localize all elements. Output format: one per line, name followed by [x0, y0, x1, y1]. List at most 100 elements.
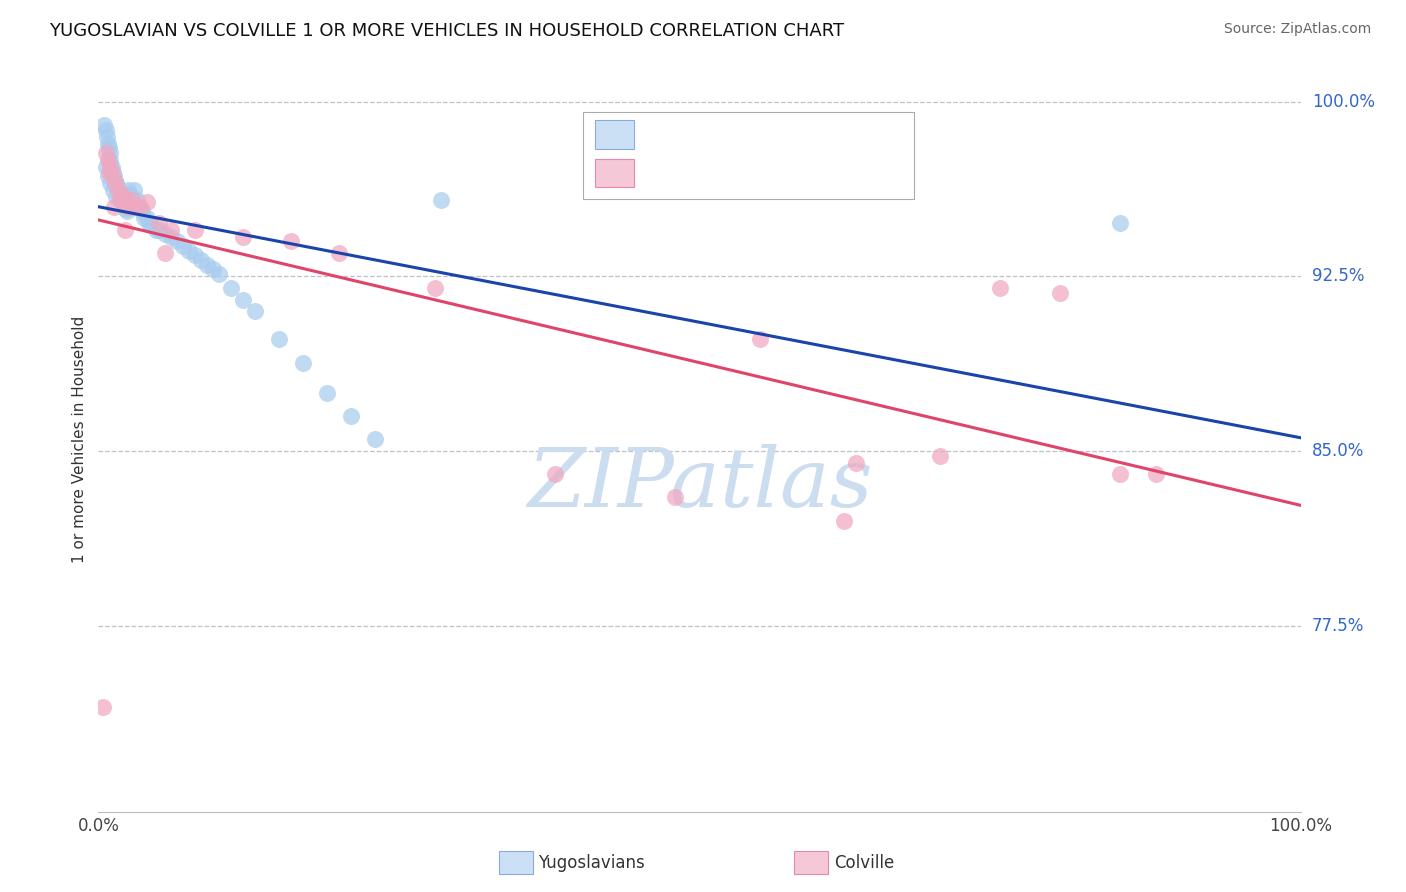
Point	[430, 193, 453, 207]
Point	[94, 160, 117, 174]
Point	[148, 223, 170, 237]
Point	[832, 514, 855, 528]
Point	[340, 409, 363, 423]
Point	[232, 293, 254, 307]
Text: R =  0.299   N = 60: R = 0.299 N = 60	[643, 126, 818, 144]
Point	[291, 355, 314, 369]
Point	[108, 193, 131, 207]
Point	[195, 258, 218, 272]
Point	[267, 332, 290, 346]
Point	[138, 216, 160, 230]
Point	[172, 239, 194, 253]
Point	[114, 223, 136, 237]
Text: R = -0.155   N = 36: R = -0.155 N = 36	[643, 164, 820, 182]
Y-axis label: 1 or more Vehicles in Household: 1 or more Vehicles in Household	[72, 316, 87, 563]
Point	[91, 700, 114, 714]
Point	[110, 193, 132, 207]
Point	[125, 193, 148, 207]
Text: 85.0%: 85.0%	[1312, 442, 1364, 460]
Point	[107, 183, 129, 197]
Text: 92.5%: 92.5%	[1312, 268, 1364, 285]
Point	[104, 176, 127, 190]
Point	[100, 153, 122, 167]
Point	[183, 248, 205, 262]
Point	[232, 229, 254, 244]
Point	[988, 281, 1011, 295]
Point	[103, 200, 125, 214]
Point	[97, 136, 120, 151]
Point	[111, 194, 134, 209]
Point	[118, 188, 141, 202]
Point	[97, 153, 120, 167]
Point	[100, 160, 122, 174]
Point	[100, 160, 122, 174]
Point	[315, 385, 337, 400]
Point	[121, 193, 143, 207]
Point	[107, 181, 129, 195]
Point	[328, 246, 350, 260]
Text: 77.5%: 77.5%	[1312, 616, 1364, 634]
Point	[112, 197, 135, 211]
Point	[243, 304, 266, 318]
Point	[153, 227, 176, 242]
Point	[108, 188, 131, 202]
Point	[117, 204, 139, 219]
Point	[183, 223, 205, 237]
Point	[132, 211, 155, 226]
Point	[93, 118, 115, 132]
Point	[280, 235, 302, 249]
Point	[1049, 285, 1071, 300]
Text: ZIPatlas: ZIPatlas	[527, 444, 872, 524]
Point	[124, 200, 146, 214]
Point	[145, 223, 167, 237]
Point	[208, 267, 231, 281]
Point	[101, 164, 124, 178]
Point	[104, 174, 127, 188]
Point	[845, 456, 868, 470]
Text: 100.0%: 100.0%	[1312, 93, 1375, 111]
Point	[748, 332, 770, 346]
Point	[114, 193, 136, 207]
Point	[544, 467, 567, 482]
Point	[124, 183, 146, 197]
Point	[129, 200, 152, 214]
Point	[94, 122, 117, 136]
Point	[128, 200, 150, 214]
Point	[159, 229, 181, 244]
Point	[98, 141, 121, 155]
Point	[117, 183, 139, 197]
Point	[94, 146, 117, 161]
Point	[928, 449, 950, 463]
Text: Yugoslavians: Yugoslavians	[538, 854, 645, 871]
Point	[166, 235, 188, 249]
Point	[1109, 216, 1132, 230]
Point	[423, 281, 446, 295]
Point	[117, 200, 139, 214]
Point	[219, 281, 242, 295]
Point	[135, 194, 157, 209]
Point	[114, 200, 136, 214]
Point	[1109, 467, 1132, 482]
Point	[105, 190, 128, 204]
Point	[190, 253, 212, 268]
Point	[101, 183, 124, 197]
Point	[135, 211, 157, 226]
Point	[98, 164, 121, 178]
Point	[1144, 467, 1167, 482]
Point	[153, 246, 176, 260]
Point	[115, 202, 138, 216]
Point	[159, 223, 181, 237]
Text: YUGOSLAVIAN VS COLVILLE 1 OR MORE VEHICLES IN HOUSEHOLD CORRELATION CHART: YUGOSLAVIAN VS COLVILLE 1 OR MORE VEHICL…	[49, 22, 845, 40]
Point	[148, 216, 170, 230]
Point	[131, 204, 153, 219]
Point	[103, 169, 125, 184]
Point	[124, 200, 146, 214]
Text: Colville: Colville	[834, 854, 894, 871]
Point	[664, 491, 686, 505]
Point	[141, 218, 163, 232]
Point	[96, 129, 118, 144]
Point	[364, 432, 387, 446]
Point	[97, 169, 120, 184]
Point	[105, 176, 128, 190]
Text: Source: ZipAtlas.com: Source: ZipAtlas.com	[1223, 22, 1371, 37]
